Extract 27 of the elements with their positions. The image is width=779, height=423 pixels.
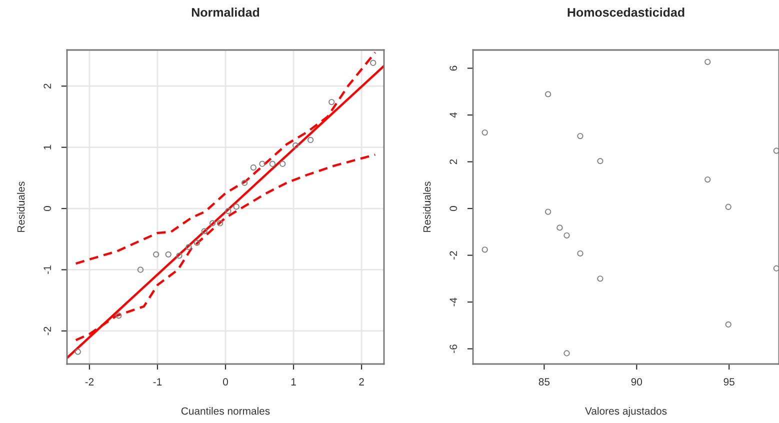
chart-title: Normalidad [192,8,260,17]
y-axis-title: Residuales [423,182,431,232]
y-tick-label: -6 [450,344,458,353]
x-tick-label: 0 [223,378,228,386]
y-tick-label: 0 [44,206,52,212]
y-tick-label: 2 [44,84,51,88]
y-tick-label: -2 [450,251,457,260]
y-axis-title: Residuales [17,182,25,232]
x-tick-label: 1 [291,378,296,386]
y-tick-label: -1 [44,266,51,274]
y-tick-label: -4 [450,298,457,306]
x-tick-label: -1 [153,378,162,386]
line-series [74,154,376,342]
y-tick-label: 4 [450,112,457,118]
y-tick-label: 1 [44,144,51,150]
chart-title: Homoscedasticidad [568,8,684,17]
x-tick-label: 2 [359,378,364,386]
y-tick-label: 6 [450,66,458,71]
x-tick-label: 95 [724,378,734,386]
x-tick-label: 90 [631,378,642,386]
x-axis-title: Valores ajustados [585,407,667,417]
y-tick-label: 2 [450,159,457,164]
x-axis-title: Cuantiles normales [181,407,270,415]
y-tick-label: 0 [450,206,458,212]
y-tick-label: -2 [44,326,51,336]
x-tick-label: 85 [538,378,550,386]
x-tick-label: -2 [85,378,94,386]
